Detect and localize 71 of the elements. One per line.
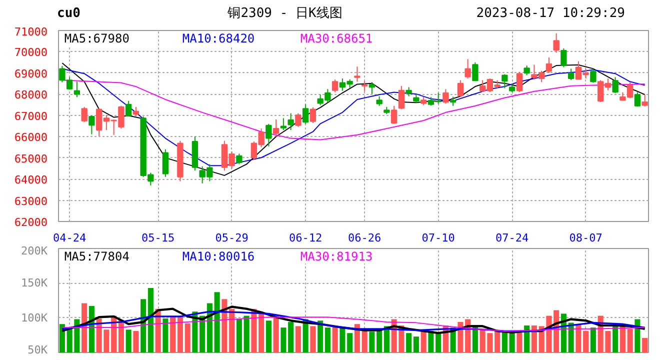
candlestick — [280, 118, 287, 131]
candlestick — [457, 80, 464, 98]
candlestick — [354, 66, 360, 82]
candlestick — [81, 106, 88, 122]
candlestick — [272, 118, 280, 138]
candlestick — [472, 62, 478, 82]
candlestick — [516, 71, 523, 93]
candlestick — [546, 56, 552, 74]
y-tick-label: 66000 — [14, 131, 48, 144]
candlestick — [125, 100, 132, 117]
candlestick — [368, 82, 376, 94]
x-tick-label: 06-26 — [348, 232, 382, 244]
y-tick-label: 150K — [21, 276, 48, 290]
candlestick — [450, 96, 456, 106]
candlestick — [361, 80, 368, 92]
y-tick-label: 63000 — [14, 194, 48, 208]
y-tick-label: 100K — [21, 311, 48, 324]
candlestick — [74, 81, 80, 98]
x-tick-label: 07-10 — [422, 232, 455, 244]
text: 2023-08-17 10:29:29 — [476, 5, 625, 23]
y-tick-label: 70000 — [14, 46, 48, 60]
chart-title: 铜2309 - 日K线图 — [228, 5, 342, 23]
candlestick — [568, 68, 574, 81]
y-tick-label: 64000 — [14, 174, 48, 187]
candlestick — [560, 48, 567, 68]
candlestick — [310, 106, 316, 124]
candlestick — [590, 68, 596, 84]
x-tick-label: 07-24 — [496, 232, 529, 244]
candlestick — [162, 148, 169, 178]
series-label: MA5:67980 — [64, 32, 130, 46]
y-tick-label: 68000 — [14, 88, 48, 102]
candlestick — [376, 96, 382, 106]
candlestick — [634, 92, 641, 107]
text: MA30:68651 — [300, 32, 373, 46]
candlestick — [442, 88, 449, 104]
x-tick-label: 08-07 — [569, 232, 602, 244]
candlestick — [464, 58, 471, 79]
y-tick-label: 65000 — [14, 152, 48, 166]
line-series — [61, 310, 646, 332]
y-tick-label: 69000 — [14, 67, 48, 80]
x-tick-label: 05-29 — [215, 232, 248, 244]
candlestick — [642, 94, 648, 107]
candlestick — [132, 106, 140, 117]
candlestick — [236, 153, 242, 165]
candlestick — [266, 123, 272, 147]
y-tick-label: 62000 — [14, 216, 48, 229]
candlestick — [612, 76, 618, 94]
candlestick — [295, 112, 302, 128]
text: MA10:80016 — [182, 250, 255, 264]
x-tick-label: 04-24 — [53, 232, 86, 244]
candlestick — [524, 65, 530, 76]
text: cu0 — [57, 5, 80, 23]
line-series — [62, 316, 646, 332]
x-tick-label: 05-15 — [142, 232, 175, 244]
y-tick-label: 71000 — [14, 26, 48, 38]
y-tick-label: 200K — [21, 244, 48, 258]
candlestick — [553, 32, 560, 54]
text: MA10:68420 — [182, 32, 255, 46]
y-tick-label: 50K — [28, 344, 48, 356]
x-tick-label: 06-12 — [289, 232, 322, 244]
candlestick — [88, 115, 95, 135]
text: MA5:77804 — [64, 250, 130, 264]
candlestick — [406, 86, 412, 97]
y-tick-label: 67000 — [14, 110, 48, 123]
candlestick — [502, 74, 508, 89]
candlestick — [302, 104, 309, 124]
candlestick — [390, 105, 398, 124]
candlestick — [398, 85, 405, 110]
candlestick — [332, 79, 338, 93]
candlestick — [288, 112, 294, 131]
text: MA30:81913 — [300, 250, 373, 264]
